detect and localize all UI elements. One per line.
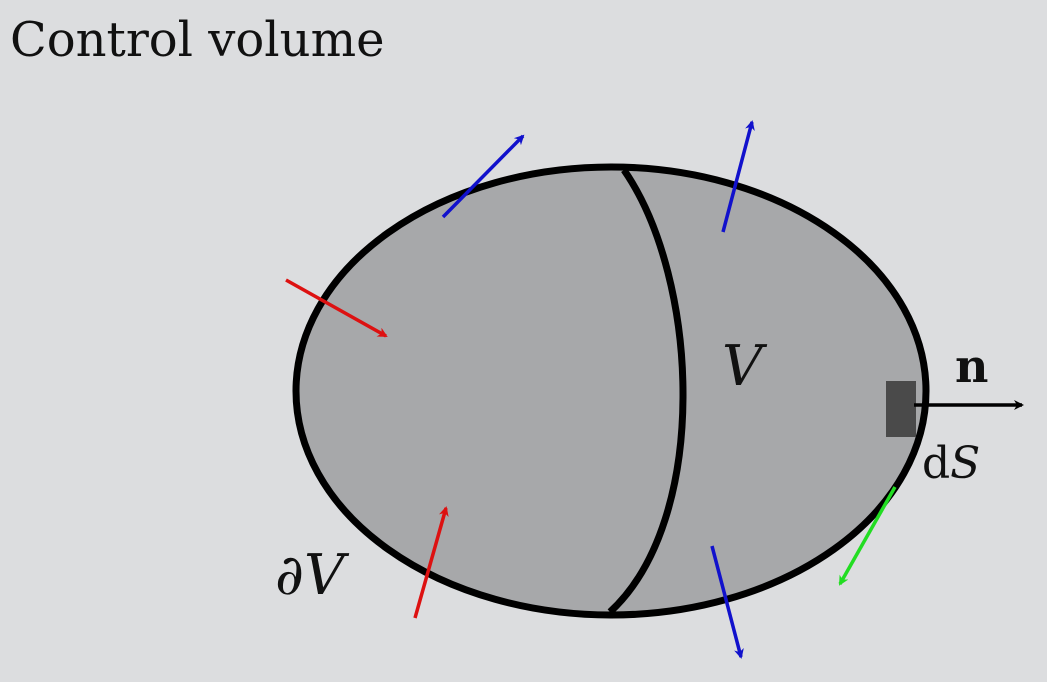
- inflow-arrow-icon: [285, 278, 388, 338]
- volume-label: V: [722, 334, 768, 399]
- tangent-arrow-icon: [838, 486, 897, 586]
- boundary-label: ∂V: [275, 543, 350, 608]
- boundary-variable: V: [304, 543, 350, 608]
- inflow-arrow-icon: [413, 506, 449, 619]
- normal-label: n: [955, 339, 988, 393]
- page-title: Control volume: [10, 12, 385, 68]
- control-volume-body: [292, 163, 930, 619]
- surface-element-var: S: [950, 438, 980, 489]
- boundary-partial-symbol: ∂: [275, 543, 304, 608]
- surface-element-d: d: [922, 438, 950, 489]
- outflow-arrow-icon: [721, 120, 755, 233]
- outflow-arrow-icon: [441, 134, 525, 219]
- outflow-arrow-icon: [710, 545, 744, 659]
- internal-dividing-curve: [607, 168, 687, 615]
- surface-element-label: dS: [922, 438, 980, 489]
- surface-element: [886, 381, 916, 437]
